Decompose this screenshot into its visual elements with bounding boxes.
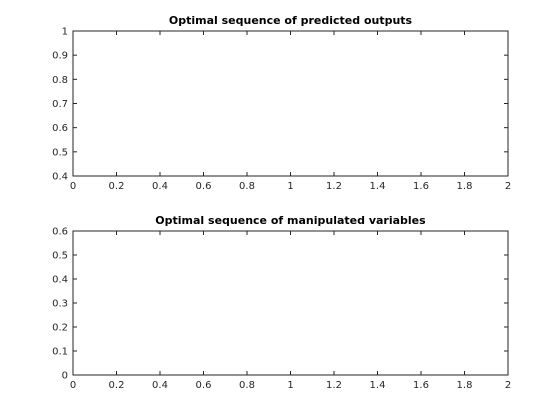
subplot-1: 0 0.2 0.4 0.6 0.8 1 1.2 1.4 1.6 1.8 2 0.4 0.5 0.6 0.7 0… [52, 14, 511, 192]
x-tick-label: 1.6 [413, 380, 429, 391]
y-tick-label: 0.1 [52, 347, 68, 358]
y-tick-label: 0.8 [52, 75, 68, 86]
x-tick-label: 1 [287, 181, 293, 192]
x-tick-label: 0.2 [109, 181, 125, 192]
x-tick-label: 1.4 [370, 380, 386, 391]
axes-box [72, 230, 509, 376]
x-tick-label: 1.4 [370, 181, 386, 192]
subplot-2: 0 0.2 0.4 0.6 0.8 1 1.2 1.4 1.6 1.8 2 0 0.1 0.2 0.3 0.4… [52, 214, 511, 391]
y-tick-label: 0.3 [52, 299, 68, 310]
x-tick-label: 1.8 [457, 181, 473, 192]
x-tick-label: 0.6 [196, 181, 212, 192]
x-tick-label: 2 [505, 380, 511, 391]
x-tick-label: 0.4 [152, 181, 168, 192]
x-tick-label: 0 [70, 380, 76, 391]
x-tick-label: 1.8 [457, 380, 473, 391]
y-tick-label: 0.7 [52, 99, 68, 110]
x-tick-label: 0.6 [196, 380, 212, 391]
x-tick-label: 1.2 [326, 380, 342, 391]
y-tick-label: 0.5 [52, 147, 68, 158]
y-tick-label: 0.4 [52, 275, 68, 286]
y-tick-label: 0 [62, 371, 68, 382]
y-tick-label: 0.4 [52, 172, 68, 183]
x-tick-label: 0.8 [239, 380, 255, 391]
y-tick-label: 0.9 [52, 51, 68, 62]
x-tick-label: 1.2 [326, 181, 342, 192]
x-tick-label: 0.2 [109, 380, 125, 391]
x-tick-label: 1 [287, 380, 293, 391]
chart-title: Optimal sequence of predicted outputs [169, 14, 413, 27]
x-tick-label: 0.8 [239, 181, 255, 192]
x-tick-label: 2 [505, 181, 511, 192]
x-tick-label: 0.4 [152, 380, 168, 391]
x-tick-label: 0 [70, 181, 76, 192]
y-tick-label: 1 [62, 27, 68, 38]
y-tick-label: 0.6 [52, 123, 68, 134]
y-tick-label: 0.2 [52, 323, 68, 334]
y-tick-label: 0.5 [52, 251, 68, 262]
y-tick-label: 0.6 [52, 227, 68, 238]
chart-title: Optimal sequence of manipulated variable… [155, 214, 426, 227]
x-tick-label: 1.6 [413, 181, 429, 192]
axes-box [72, 30, 509, 177]
